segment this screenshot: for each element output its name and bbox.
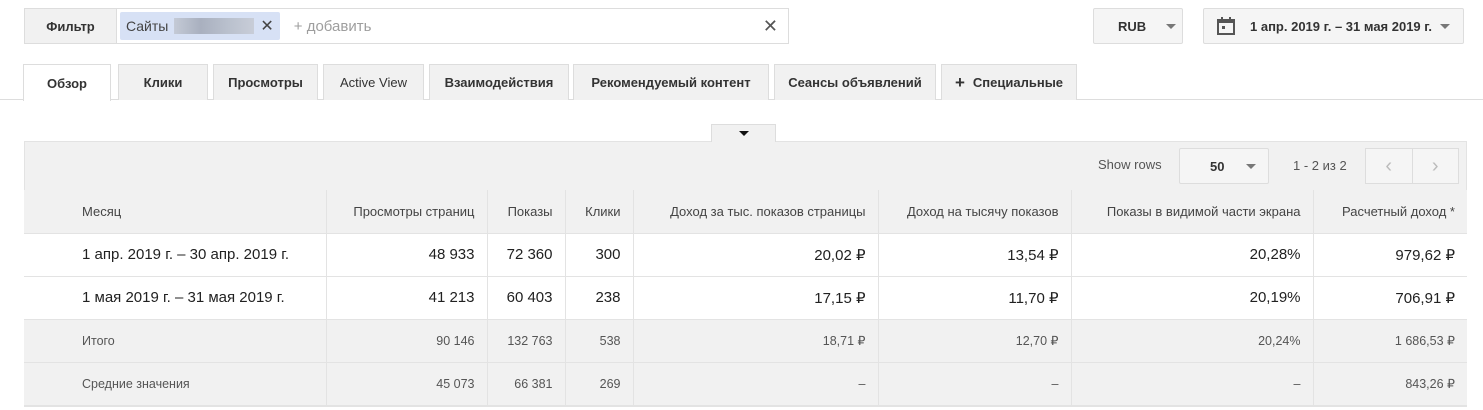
tab-custom-label: Специальные (972, 75, 1064, 90)
cell: – (632, 362, 878, 406)
cell: 66 381 (486, 362, 565, 406)
cell: 20,28% (1070, 233, 1313, 277)
pagination-info: 1 - 2 из 2 (1293, 158, 1347, 173)
add-filter-input[interactable]: + добавить (293, 17, 372, 35)
cell: 979,62 ₽ (1312, 233, 1467, 277)
chip-label: Сайты (126, 18, 169, 34)
cell: 538 (564, 319, 633, 363)
report-table: Месяц Просмотры страниц Показы Клики Дох… (24, 190, 1467, 406)
column-header[interactable]: Клики (564, 190, 633, 234)
chart-toggle[interactable] (711, 124, 776, 142)
pagination-controls: ‹ › (1365, 148, 1459, 184)
report-tabs: Обзор Клики Просмотры Active View Взаимо… (0, 64, 1483, 101)
prev-page-button[interactable]: ‹ (1366, 149, 1413, 183)
cell: 843,26 ₽ (1312, 362, 1467, 406)
plus-icon: + (954, 72, 965, 92)
chevron-down-icon (1166, 23, 1177, 29)
currency-dropdown[interactable]: RUB (1093, 8, 1183, 44)
tab-ad-sessions[interactable]: Сеансы объявлений (774, 64, 936, 100)
averages-row: Средние значения 45 073 66 381 269– – –843,26… (24, 362, 1467, 406)
cell: 20,19% (1070, 276, 1313, 320)
column-header[interactable]: Доход на тысячу показов (877, 190, 1071, 234)
date-range-picker[interactable]: 1 апр. 2019 г. – 31 мая 2019 г. (1203, 8, 1464, 44)
cell: 132 763 (486, 319, 565, 363)
tab-custom[interactable]: + Специальные (941, 64, 1077, 100)
cell: 12,70 ₽ (877, 319, 1071, 363)
column-header[interactable]: Доход за тыс. показов страницы (632, 190, 878, 234)
tab-clicks[interactable]: Клики (118, 64, 208, 100)
column-header[interactable]: Месяц (24, 190, 326, 234)
totals-row: Итого 90 146 132 763 538 18,71 ₽12,70 ₽20,24… (24, 319, 1467, 363)
cell: – (877, 362, 1071, 406)
tab-recommended-content[interactable]: Рекомендуемый контент (573, 64, 769, 100)
cell: 20,02 ₽ (632, 233, 878, 277)
rows-value: 50 (1210, 158, 1225, 174)
cell: 60 403 (486, 276, 565, 320)
cell: 18,71 ₽ (632, 319, 878, 363)
rows-per-page-select[interactable]: 50 (1179, 148, 1269, 184)
cell: 90 146 (325, 319, 487, 363)
clear-filter-icon[interactable]: ✕ (762, 15, 778, 36)
filter-bar: Фильтр Сайты ✕ + добавить ✕ (24, 8, 789, 44)
show-rows-label: Show rows (1098, 157, 1162, 172)
cell: 48 933 (325, 233, 487, 277)
redacted-site (174, 18, 255, 34)
calendar-icon (1217, 17, 1235, 35)
tab-overview[interactable]: Обзор (23, 64, 111, 101)
cell: 11,70 ₽ (877, 276, 1071, 320)
currency-value: RUB (1118, 18, 1147, 34)
column-header[interactable]: Расчетный доход * (1312, 190, 1467, 234)
tab-active-view[interactable]: Active View (323, 64, 424, 100)
cell: Итого (24, 319, 326, 363)
cell: 41 213 (325, 276, 487, 320)
cell: 20,24% (1070, 319, 1313, 363)
cell: 72 360 (486, 233, 565, 277)
next-page-button[interactable]: › (1431, 154, 1439, 177)
cell: Средние значения (24, 362, 326, 406)
chevron-down-icon (1246, 163, 1257, 169)
remove-chip-icon[interactable]: ✕ (260, 18, 274, 35)
cell: – (1070, 362, 1313, 406)
column-header[interactable]: Показы (486, 190, 565, 234)
cell: 300 (564, 233, 633, 277)
cell: 1 686,53 ₽ (1312, 319, 1467, 363)
cell: 238 (564, 276, 633, 320)
chevron-down-icon (1440, 23, 1450, 29)
cell: 269 (564, 362, 633, 406)
caret-down-icon (738, 131, 749, 136)
cell: 706,91 ₽ (1312, 276, 1467, 320)
cell: 1 мая 2019 г. – 31 мая 2019 г. (24, 276, 326, 320)
cell: 13,54 ₽ (877, 233, 1071, 277)
cell: 17,15 ₽ (632, 276, 878, 320)
column-header[interactable]: Показы в видимой части экрана (1070, 190, 1313, 234)
table-row: 1 апр. 2019 г. – 30 апр. 2019 г. 48 933 72… (24, 233, 1467, 277)
table-row: 1 мая 2019 г. – 31 мая 2019 г. 41 213 60 4… (24, 276, 1467, 320)
cell: 45 073 (325, 362, 487, 406)
tab-interactions[interactable]: Взаимодействия (429, 64, 569, 100)
column-header[interactable]: Просмотры страниц (325, 190, 487, 234)
date-range-value: 1 апр. 2019 г. – 31 мая 2019 г. (1250, 18, 1432, 34)
filter-chip[interactable]: Сайты ✕ (120, 12, 280, 40)
table-header-row: Месяц Просмотры страниц Показы Клики Дох… (24, 190, 1467, 234)
cell: 1 апр. 2019 г. – 30 апр. 2019 г. (24, 233, 326, 277)
filter-button[interactable]: Фильтр (25, 9, 117, 43)
tab-views[interactable]: Просмотры (213, 64, 318, 100)
